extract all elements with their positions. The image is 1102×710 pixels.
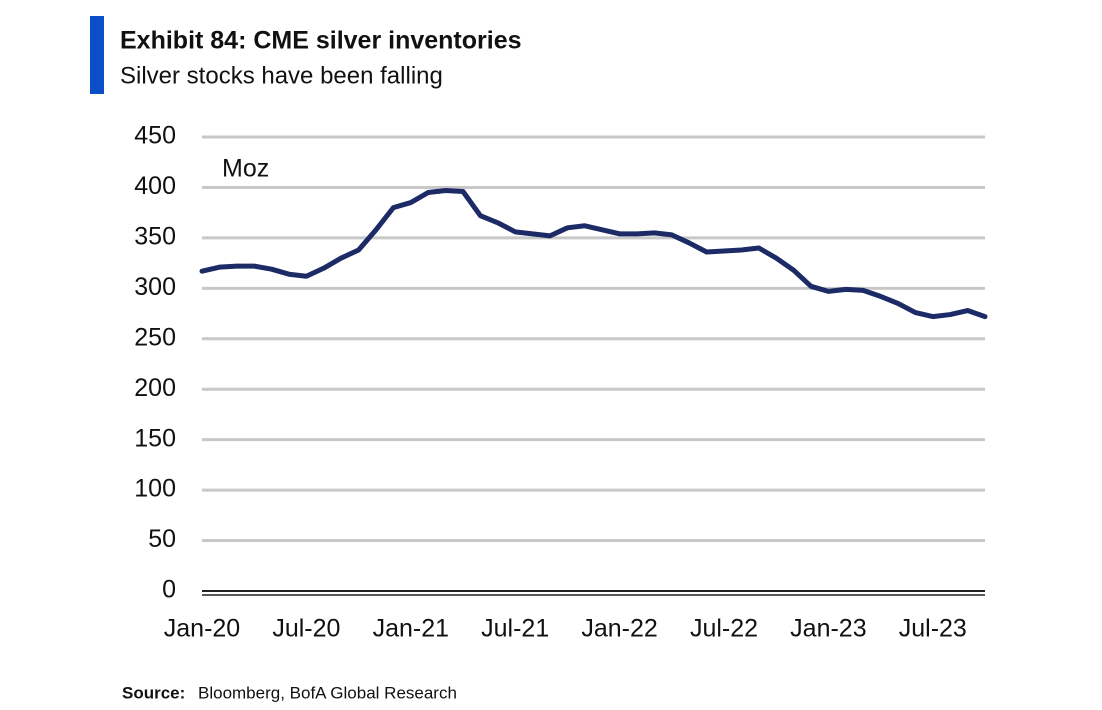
- y-tick-label: 50: [148, 525, 176, 553]
- y-tick-label: 300: [134, 273, 176, 301]
- y-tick-label: 100: [134, 475, 176, 503]
- x-tick-label: Jul-22: [690, 615, 758, 643]
- y-tick-label: 350: [134, 222, 176, 250]
- x-tick-label: Jul-20: [272, 615, 340, 643]
- y-tick-label: 0: [162, 576, 176, 604]
- source-label: Source:: [122, 683, 185, 702]
- y-tick-label: 150: [134, 424, 176, 452]
- x-tick-label: Jan-22: [581, 615, 657, 643]
- chart-title: Exhibit 84: CME silver inventories: [120, 27, 522, 55]
- x-tick-label: Jul-21: [481, 615, 549, 643]
- x-tick-label: Jan-23: [790, 615, 866, 643]
- chart-subtitle: Silver stocks have been falling: [120, 62, 443, 89]
- y-tick-label: 450: [134, 122, 176, 150]
- data-line: [199, 187, 988, 320]
- x-tick-label: Jan-20: [164, 615, 240, 643]
- x-tick-label: Jan-21: [373, 615, 449, 643]
- unit-annotation: Moz: [222, 155, 269, 183]
- y-tick-label: 200: [134, 374, 176, 402]
- x-tick-label: Jul-23: [899, 615, 967, 643]
- y-tick-label: 400: [134, 172, 176, 200]
- y-tick-label: 250: [134, 323, 176, 351]
- source-text: Bloomberg, BofA Global Research: [198, 683, 457, 702]
- title-bar: [90, 16, 104, 94]
